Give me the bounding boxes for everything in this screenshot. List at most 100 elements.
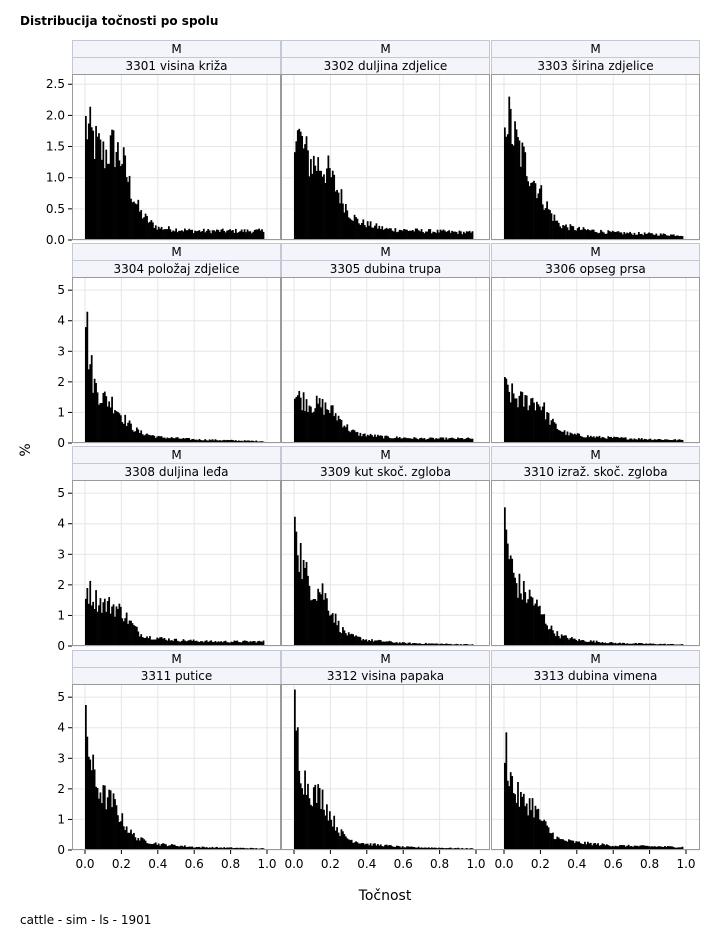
histogram-bar bbox=[375, 640, 378, 646]
histogram-bar bbox=[646, 845, 649, 850]
histogram-bar bbox=[560, 431, 563, 443]
histogram-bar bbox=[416, 438, 419, 443]
histogram-bar bbox=[588, 230, 591, 240]
histogram-bar bbox=[360, 222, 363, 240]
histogram-bar bbox=[310, 406, 312, 443]
histogram-bar bbox=[205, 230, 208, 240]
histogram-bar bbox=[680, 439, 682, 443]
histogram-bar bbox=[85, 598, 87, 646]
histogram-bar bbox=[420, 229, 423, 240]
histogram-bar bbox=[150, 220, 153, 240]
histogram-bar bbox=[221, 642, 224, 646]
histogram-bar bbox=[600, 438, 602, 443]
histogram-bar bbox=[445, 643, 448, 646]
histogram-bar bbox=[147, 843, 150, 850]
histogram-bar bbox=[360, 640, 363, 646]
histogram-bar bbox=[540, 820, 543, 850]
histogram-bar bbox=[617, 846, 620, 850]
histogram-bar bbox=[382, 229, 385, 240]
histogram-bar bbox=[336, 827, 338, 850]
histogram-bar bbox=[395, 436, 398, 443]
y-tick-label: 2 bbox=[57, 782, 65, 796]
histogram-bar bbox=[124, 618, 127, 646]
histogram-bar bbox=[604, 642, 607, 646]
histogram-bar bbox=[125, 826, 128, 850]
histogram-bar bbox=[624, 846, 627, 850]
histogram-bar bbox=[582, 227, 585, 240]
histogram-bar bbox=[194, 641, 196, 646]
histogram-bar bbox=[594, 642, 597, 646]
histogram-bar bbox=[620, 643, 623, 646]
histogram-bar bbox=[359, 637, 362, 646]
histogram-bar bbox=[198, 230, 201, 240]
histogram-bar bbox=[613, 436, 615, 443]
histogram-bar bbox=[585, 230, 588, 240]
histogram-bar bbox=[522, 793, 525, 850]
histogram-bar bbox=[294, 689, 296, 850]
histogram-bar bbox=[550, 625, 553, 646]
histogram-bar bbox=[525, 176, 528, 240]
histogram-bar bbox=[128, 175, 131, 240]
x-tick-label: 0.2 bbox=[112, 857, 131, 871]
histogram-bar bbox=[642, 439, 645, 443]
histogram-bar bbox=[147, 434, 150, 443]
histogram-bar bbox=[541, 614, 544, 646]
histogram-bar bbox=[220, 440, 223, 443]
histogram-bar bbox=[413, 643, 416, 646]
histogram-bar bbox=[146, 215, 148, 240]
histogram-bar bbox=[568, 639, 570, 646]
histogram-bar bbox=[461, 847, 464, 850]
histogram-bar bbox=[358, 636, 360, 646]
histogram-bar bbox=[246, 229, 249, 240]
histogram-bar bbox=[540, 410, 543, 443]
histogram-bar bbox=[504, 377, 506, 443]
histogram-bar bbox=[240, 440, 243, 443]
histogram-bar bbox=[640, 233, 643, 240]
histogram-bar bbox=[528, 589, 531, 646]
x-tick-label: 1.0 bbox=[466, 857, 485, 871]
histogram-bar bbox=[314, 599, 317, 646]
histogram-bar bbox=[353, 430, 356, 443]
histogram-bar bbox=[400, 438, 403, 443]
histogram-bar bbox=[311, 599, 314, 646]
histogram-bar bbox=[101, 612, 103, 646]
histogram-bar bbox=[141, 837, 144, 850]
histogram-bar bbox=[109, 790, 112, 850]
histogram-bar bbox=[339, 203, 341, 240]
histogram-bar bbox=[607, 643, 610, 646]
y-tick-label: 4 bbox=[57, 721, 65, 735]
histogram-bar bbox=[381, 226, 384, 240]
histogram-bar bbox=[188, 640, 191, 646]
histogram-bar bbox=[621, 642, 624, 646]
histogram-bar bbox=[605, 438, 608, 443]
y-tick-label: 1.5 bbox=[46, 140, 65, 154]
histogram-bar bbox=[598, 232, 601, 240]
histogram-bar bbox=[576, 228, 579, 240]
histogram-bar bbox=[378, 845, 381, 850]
histogram-bar bbox=[581, 436, 583, 443]
histogram-bar bbox=[394, 437, 397, 443]
histogram-bar bbox=[213, 230, 215, 240]
histogram-bar bbox=[172, 844, 175, 850]
histogram-bar bbox=[382, 438, 385, 443]
histogram-bar bbox=[655, 846, 658, 850]
histogram-bar bbox=[409, 642, 411, 646]
histogram-bar bbox=[619, 437, 621, 443]
histogram-bar bbox=[143, 839, 145, 850]
histogram-bar bbox=[635, 845, 637, 850]
histogram-bar bbox=[546, 201, 548, 240]
panel-trait-label: 3312 visina papaka bbox=[327, 669, 444, 683]
histogram-bar bbox=[664, 846, 666, 850]
histogram-bar bbox=[517, 597, 519, 646]
histogram-bar bbox=[406, 229, 408, 240]
histogram-bar bbox=[471, 231, 474, 240]
histogram-bar bbox=[307, 150, 309, 240]
histogram-bar bbox=[255, 229, 258, 240]
histogram-bar bbox=[549, 628, 551, 646]
histogram-bar bbox=[253, 641, 256, 646]
histogram-bar bbox=[133, 201, 135, 240]
histogram-bar bbox=[544, 821, 547, 850]
histogram-bar bbox=[182, 437, 185, 443]
histogram-bar bbox=[430, 437, 433, 443]
histogram-bar bbox=[201, 641, 204, 646]
